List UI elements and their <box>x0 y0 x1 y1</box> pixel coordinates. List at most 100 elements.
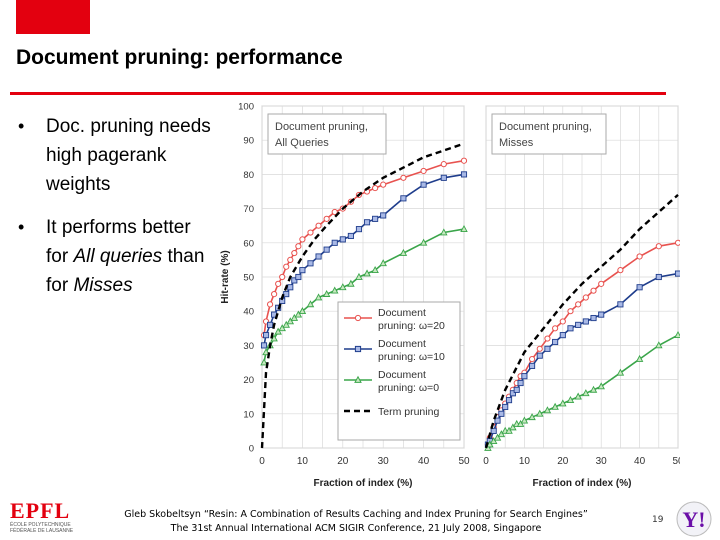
data-point-triangle <box>379 259 387 267</box>
x-tick-label: 40 <box>634 456 646 467</box>
data-point-circle <box>582 294 589 301</box>
x-axis-label: Fraction of index (%) <box>533 478 632 489</box>
data-point-triangle <box>635 354 644 362</box>
panel-label-box <box>267 113 387 155</box>
data-point-square <box>552 338 559 346</box>
data-point-triangle <box>509 423 517 431</box>
bullet-1-text: Doc. pruning needs high pagerank weights <box>46 116 211 195</box>
legend-label-line-1: Document <box>378 338 426 350</box>
data-point-circle <box>536 345 543 352</box>
data-point-triangle <box>282 320 290 328</box>
legend-label-line-2: pruning: ω=20 <box>378 320 445 332</box>
data-point-triangle <box>566 395 575 403</box>
epfl-logo-sub2: FÉDÉRALE DE LAUSANNE <box>10 528 74 534</box>
data-point-triangle <box>440 228 448 236</box>
data-point-triangle <box>262 348 270 356</box>
series-line-4 <box>484 194 679 449</box>
epfl-logo: EPFL ÉCOLE POLYTECHNIQUE FÉDÉRALE DE LAU… <box>10 500 94 538</box>
data-point-triangle <box>582 389 590 397</box>
legend-box <box>337 301 461 441</box>
data-point-square <box>502 403 509 411</box>
data-point-circle <box>283 263 290 270</box>
footer-citation: Gleb Skobeltsyn “Resin: A Combination of… <box>96 508 616 536</box>
data-point-circle <box>295 243 302 250</box>
data-point-circle <box>440 161 447 168</box>
slide-title: Document pruning: performance <box>16 46 343 69</box>
data-point-square <box>420 181 427 188</box>
y-tick-label: 40 <box>243 307 254 318</box>
data-point-triangle <box>314 293 323 301</box>
data-point-square <box>513 386 520 393</box>
data-point-square <box>575 321 582 328</box>
data-point-circle <box>528 355 536 363</box>
data-point-triangle <box>559 399 567 407</box>
data-point-triangle <box>260 358 268 366</box>
data-point-triangle <box>290 313 299 321</box>
data-point-square <box>339 236 346 243</box>
bullet-2: • It performs better for All queries tha… <box>18 213 218 300</box>
data-point-square <box>498 410 505 417</box>
data-point-circle <box>590 287 597 294</box>
data-point-square <box>287 284 294 291</box>
data-point-circle <box>559 318 566 325</box>
data-point-triangle <box>493 433 502 441</box>
data-point-square <box>323 246 330 253</box>
data-point-triangle <box>516 419 525 427</box>
data-point-circle <box>655 243 662 250</box>
x-tick-label: 0 <box>259 456 265 467</box>
data-point-triangle <box>505 426 513 434</box>
data-point-circle <box>420 167 427 175</box>
chart-panel-2: 0 10 20 30 40 50 Fraction of index (%) Document… <box>483 105 680 489</box>
panel-label-line-1: Document pruning, <box>275 121 368 133</box>
legend-label-line-1: Document <box>378 307 426 319</box>
data-point-triangle <box>330 286 339 294</box>
series-line-4 <box>260 142 465 449</box>
data-point-square <box>521 373 528 380</box>
y-tick-label: 80 <box>243 170 254 181</box>
data-point-circle <box>544 335 551 342</box>
data-point-circle <box>400 174 407 181</box>
bullet-1: • Doc. pruning needs high pagerank weigh… <box>18 112 218 199</box>
data-point-circle <box>636 253 643 260</box>
data-point-triangle <box>551 402 559 410</box>
data-point-triangle <box>278 324 286 332</box>
x-tick-label: 50 <box>458 456 470 467</box>
y-tick-label: 50 <box>243 273 254 284</box>
y-tick-label: 10 <box>243 409 254 420</box>
legend-label-line-2: pruning: ω=0 <box>378 382 439 394</box>
legend-label-line-1: Document <box>378 369 426 381</box>
x-axis-label: Fraction of index (%) <box>314 478 413 489</box>
x-tick-label: 10 <box>519 456 531 467</box>
data-point-square <box>262 332 270 339</box>
legend-marker-circle <box>354 314 362 322</box>
data-point-circle <box>552 325 559 332</box>
data-point-triangle <box>520 416 529 424</box>
footer-line-1: Gleb Skobeltsyn “Resin: A Combination of… <box>124 509 588 520</box>
title-rule <box>10 92 666 95</box>
x-tick-label: 40 <box>418 456 430 467</box>
accent-bar <box>16 0 90 34</box>
page-number: 19 <box>652 515 664 525</box>
data-point-circle <box>291 249 298 257</box>
data-point-circle <box>567 308 574 315</box>
data-point-square <box>636 284 643 291</box>
y-tick-label: 90 <box>243 136 254 147</box>
data-point-square <box>260 342 268 349</box>
data-point-triangle <box>460 224 468 232</box>
epfl-logo-sub1: ÉCOLE POLYTECHNIQUE <box>10 522 71 528</box>
data-point-square <box>617 301 624 308</box>
data-point-triangle <box>528 413 536 421</box>
data-point-triangle <box>674 330 680 338</box>
data-point-square <box>400 195 407 202</box>
data-point-square <box>355 226 363 233</box>
y-tick-label: 30 <box>243 341 254 352</box>
yahoo-logo-icon: Y! <box>676 501 712 537</box>
data-point-triangle <box>363 269 371 277</box>
y-tick-label: 20 <box>243 375 254 386</box>
data-point-triangle <box>286 317 295 325</box>
data-point-circle <box>617 267 624 274</box>
data-point-triangle <box>574 392 582 400</box>
data-point-triangle <box>616 368 625 376</box>
data-point-triangle <box>306 300 315 308</box>
data-point-square <box>490 427 497 434</box>
